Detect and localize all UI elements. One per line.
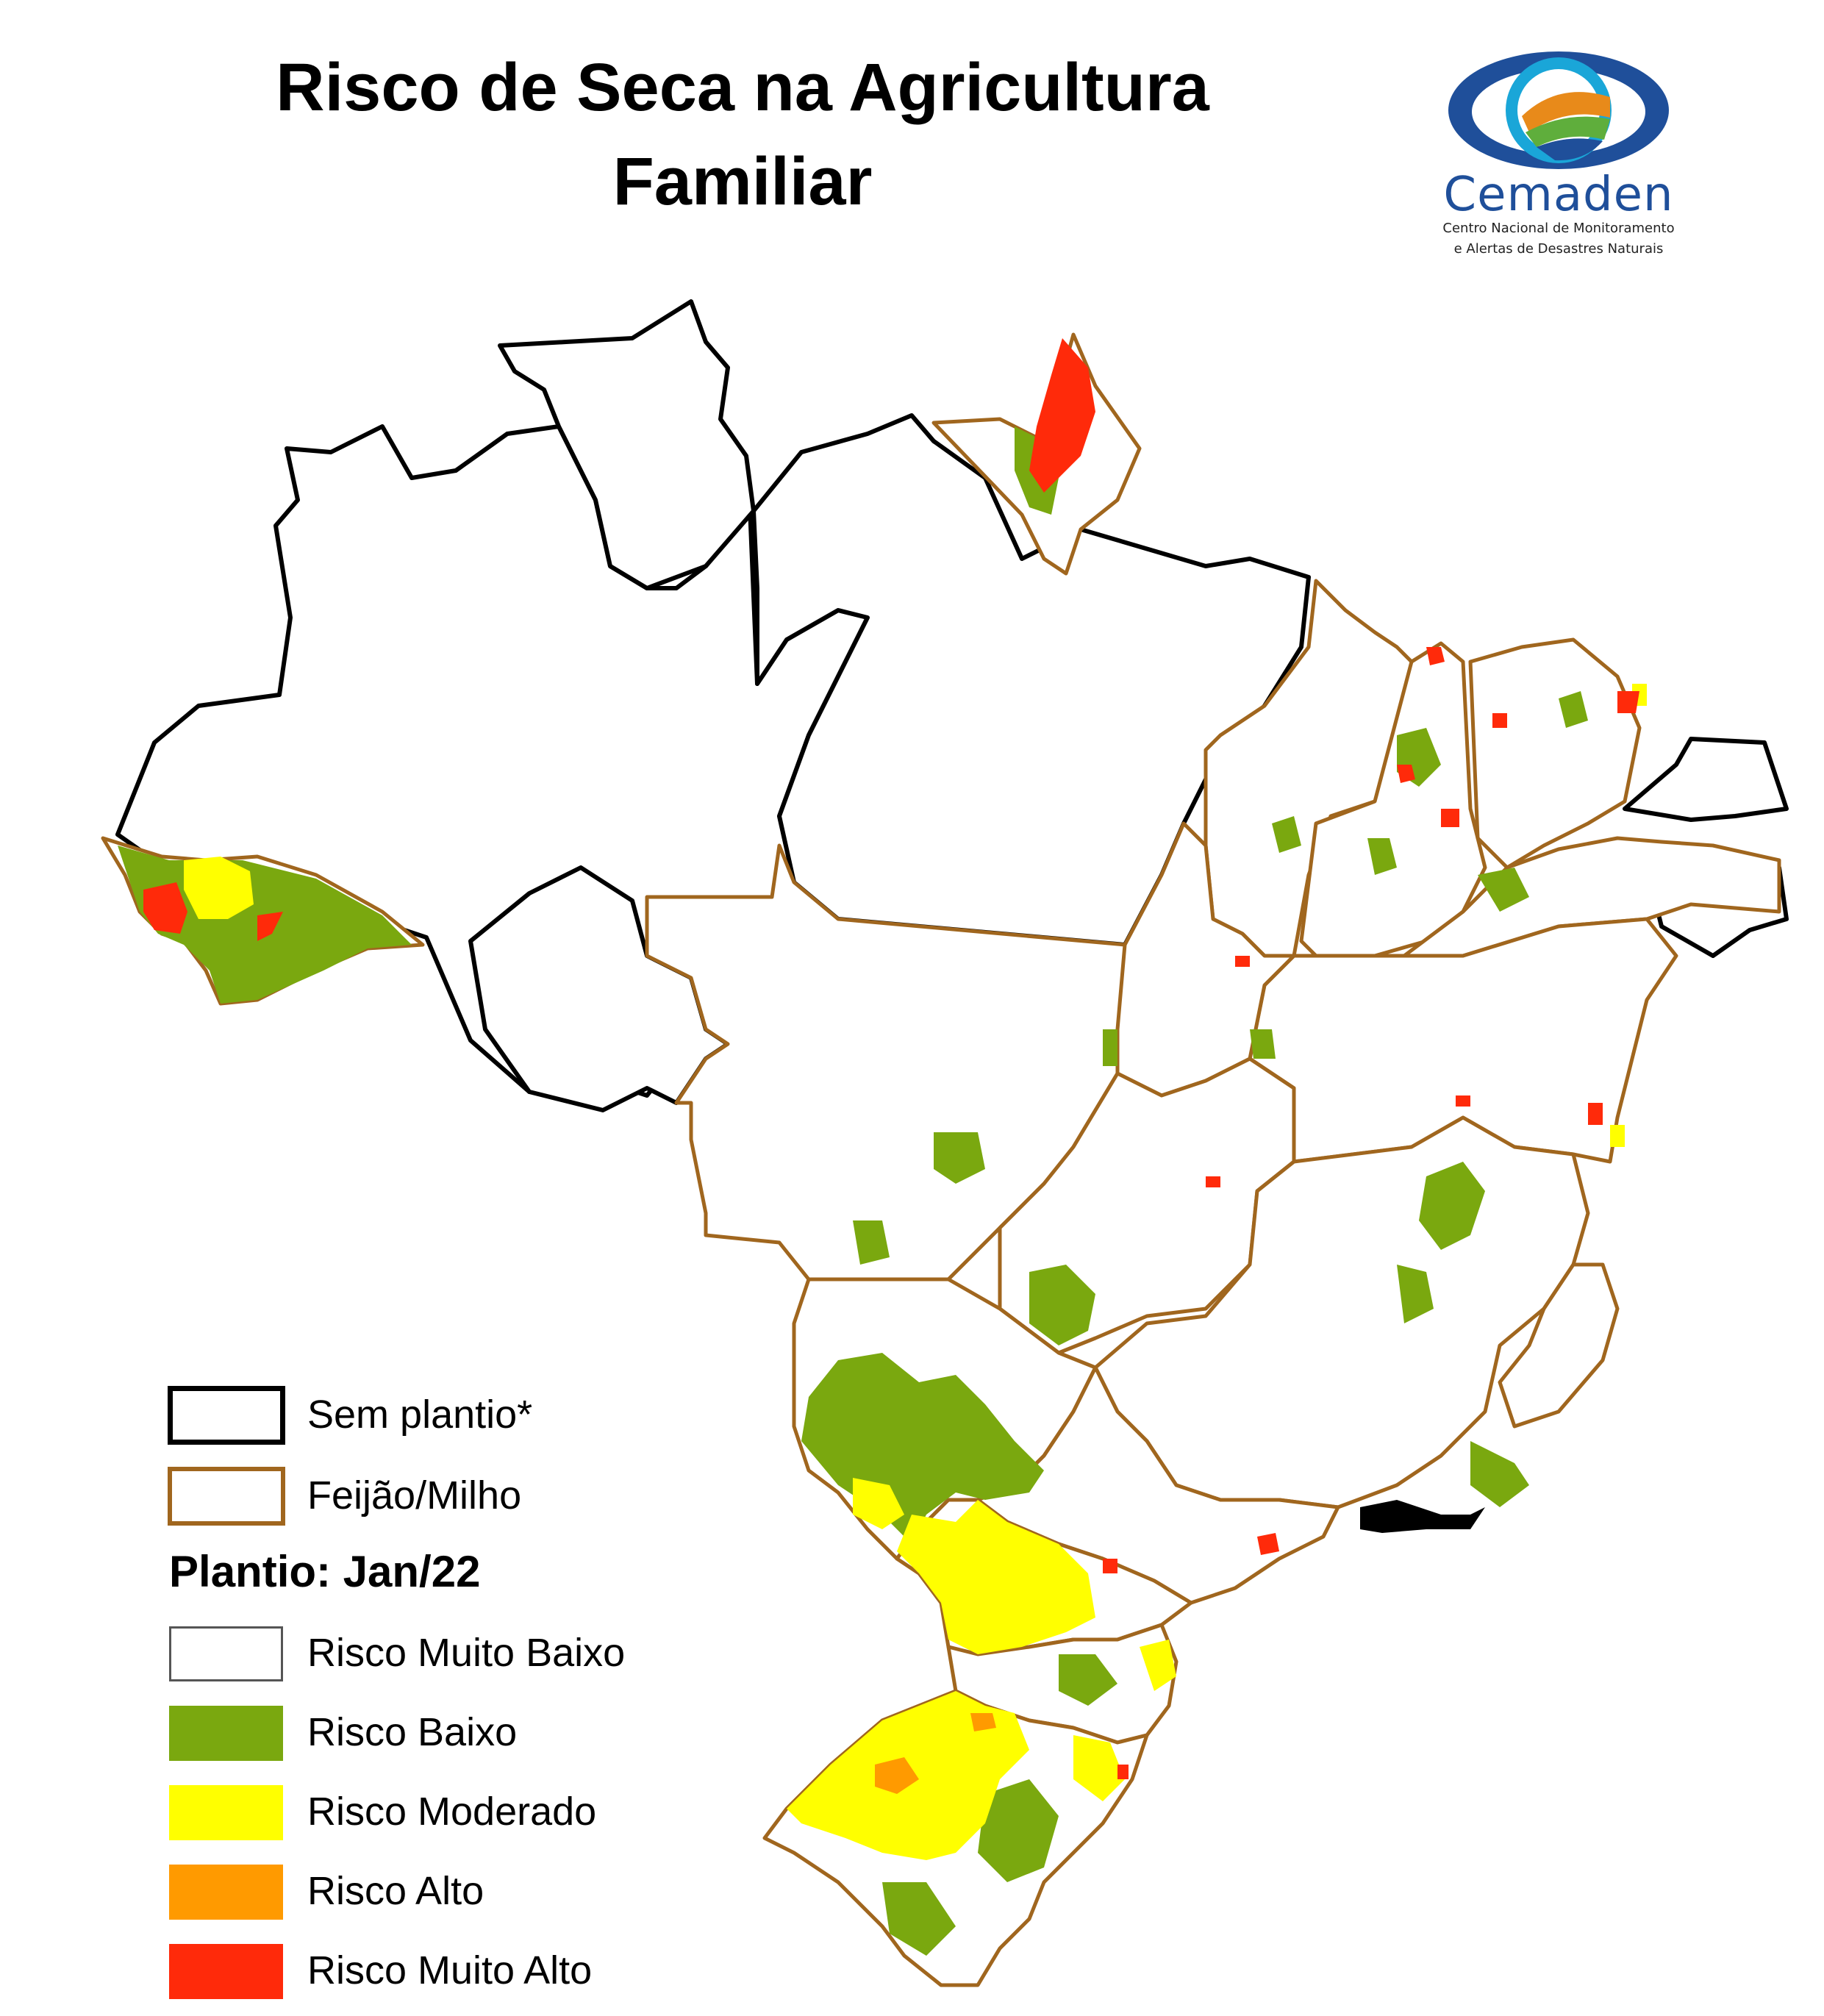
- legend-label-moderate: Risco Moderado: [307, 1790, 597, 1834]
- state-espirito-santo: [1498, 1262, 1620, 1429]
- legend-label-very-low: Risco Muito Baixo: [307, 1631, 626, 1675]
- cemaden-eye-logo-icon: [1448, 51, 1669, 169]
- logo-name: Cemaden: [1443, 168, 1674, 222]
- state-rio-de-janeiro: [1360, 1500, 1485, 1533]
- legend-swatch-very-low: [169, 1626, 283, 1681]
- legend-swatch-low: [169, 1706, 283, 1761]
- high-risk-areas: [875, 1713, 996, 1794]
- legend-swatch-high: [169, 1865, 283, 1920]
- map-title-line2: Familiar: [612, 144, 873, 219]
- very-high-risk-areas: [143, 338, 1639, 1779]
- state-ceara: [1468, 637, 1642, 870]
- map-title: Risco de Seca na Agricultura Familiar: [110, 40, 1375, 229]
- legend-label-low: Risco Baixo: [307, 1710, 518, 1754]
- map-title-line1: Risco de Seca na Agricultura: [276, 50, 1209, 125]
- state-rio-grande-do-norte: [1623, 737, 1789, 822]
- legend-label-very-high: Risco Muito Alto: [307, 1948, 593, 1992]
- legend-heading: Plantio: Jan/22: [169, 1547, 481, 1596]
- logo-subtitle-line1: Centro Nacional de Monitoramento: [1442, 221, 1675, 236]
- legend-swatch-very-high: [169, 1944, 283, 1999]
- legend-swatch-no-planting: [168, 1386, 285, 1445]
- legend-label-no-planting: Sem plantio*: [307, 1393, 533, 1437]
- legend-label-bean-maize: Feijão/Milho: [307, 1473, 522, 1518]
- logo-subtitle-line2: e Alertas de Desastres Naturais: [1453, 241, 1664, 257]
- legend-swatch-moderate: [169, 1785, 283, 1840]
- legend-label-high: Risco Alto: [307, 1869, 484, 1913]
- legend-swatch-bean-maize: [168, 1467, 285, 1526]
